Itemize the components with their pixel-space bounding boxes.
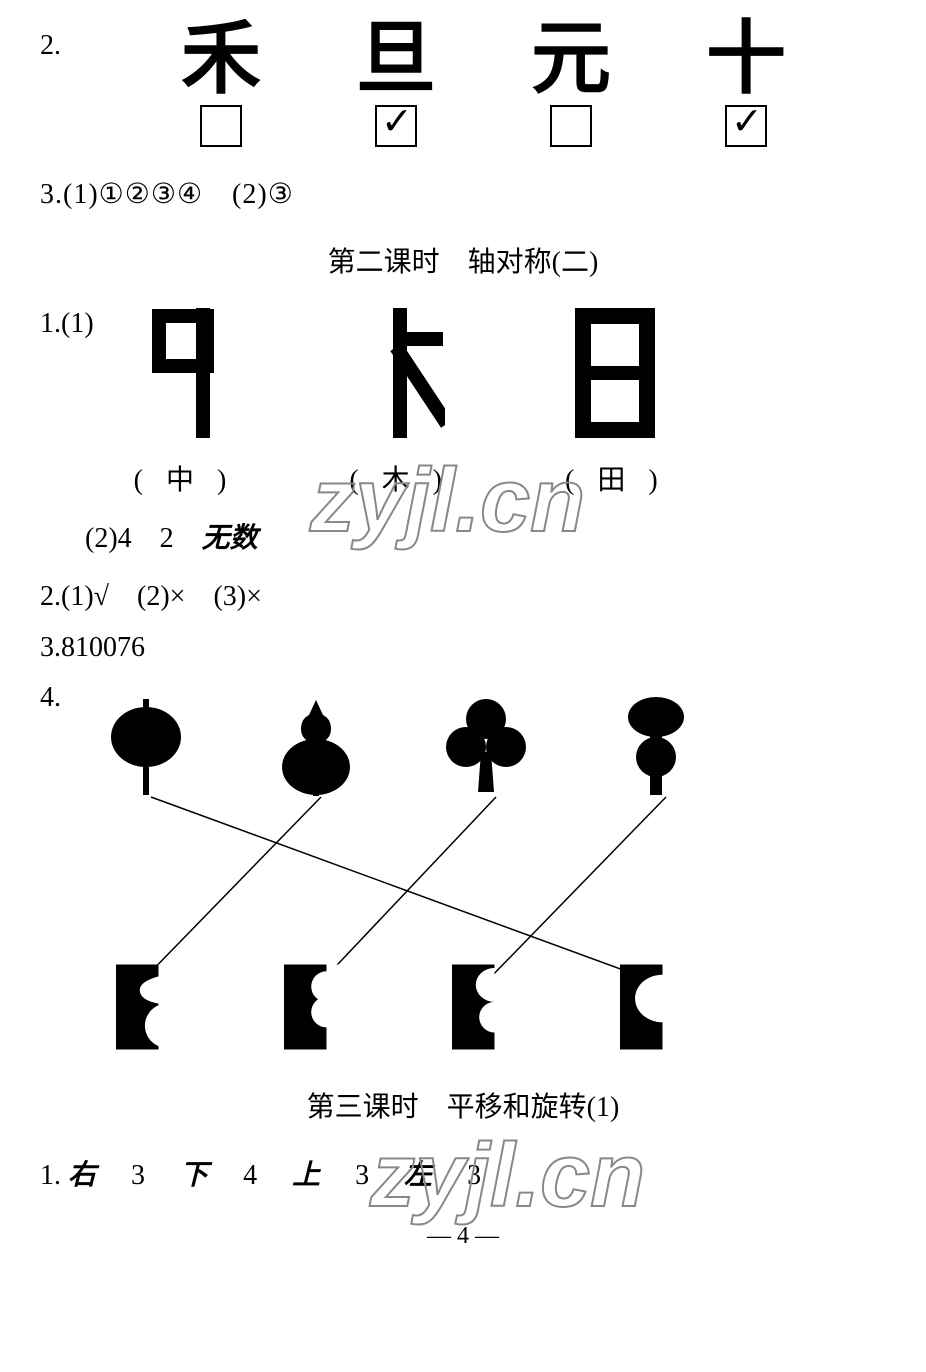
char-2: 元 bbox=[531, 20, 611, 100]
char-item-0: 禾 bbox=[181, 20, 261, 147]
paren-2: ( 田 ) bbox=[565, 458, 666, 498]
question-3b: 3.810076 bbox=[40, 632, 886, 664]
char-item-3: 十 ✓ bbox=[706, 20, 786, 147]
checkbox-0 bbox=[200, 105, 242, 147]
question-2-label: 2. bbox=[40, 30, 61, 62]
top-shapes-row bbox=[66, 697, 696, 797]
checkbox-1: ✓ bbox=[375, 105, 417, 147]
matching-diagram bbox=[66, 697, 696, 1057]
paren-0: ( 中 ) bbox=[134, 458, 235, 498]
q1c-prefix: 1. bbox=[40, 1160, 61, 1191]
checkbox-3: ✓ bbox=[725, 105, 767, 147]
check-icon: ✓ bbox=[731, 99, 763, 144]
half-char-0-icon bbox=[144, 308, 224, 438]
q1b-prefix: (2)4 2 bbox=[85, 523, 202, 554]
q1b-bold: 无数 bbox=[202, 523, 258, 554]
shape-dumbbell-icon bbox=[616, 697, 696, 797]
lesson-2-title: 第二课时 轴对称(二) bbox=[40, 240, 886, 280]
checkbox-2 bbox=[550, 105, 592, 147]
sym-item-2: ( 田 ) bbox=[565, 308, 666, 498]
char-3: 十 bbox=[706, 20, 786, 100]
sym-item-1: ( 木 ) bbox=[349, 308, 450, 498]
question-1-symmetry: 1.(1) ( 中 ) ( 木 ) ( 田 ) bbox=[40, 308, 886, 498]
bottom-shapes-row bbox=[66, 957, 688, 1057]
q1c-p7: 3 bbox=[467, 1160, 481, 1191]
q1c-p4: 上 bbox=[292, 1160, 320, 1191]
half-char-2-icon bbox=[575, 308, 655, 438]
answer-2: 田 bbox=[597, 465, 633, 496]
half-shape-1-icon bbox=[284, 957, 352, 1057]
q1c-p3: 4 bbox=[243, 1160, 257, 1191]
question-1-part2: (2)4 2 无数 bbox=[40, 516, 886, 556]
q1c-p5: 3 bbox=[355, 1160, 369, 1191]
check-icon: ✓ bbox=[381, 99, 413, 144]
sym-item-0: ( 中 ) bbox=[134, 308, 235, 498]
char-item-2: 元 bbox=[531, 20, 611, 147]
q1c-p6: 左 bbox=[404, 1160, 432, 1191]
lesson-3-title: 第三课时 平移和旋转(1) bbox=[40, 1085, 886, 1125]
question-1c: 1. 右 3 下 4 上 3 左 3 bbox=[40, 1153, 886, 1193]
q1c-p2: 下 bbox=[180, 1160, 208, 1191]
q1c-p1: 3 bbox=[131, 1160, 145, 1191]
question-4-label: 4. bbox=[40, 682, 61, 714]
question-3: 3.(1)①②③④ (2)③ bbox=[40, 172, 886, 212]
q1c-p0: 右 bbox=[68, 1160, 96, 1191]
half-shape-2-icon bbox=[452, 957, 520, 1057]
symmetry-group: ( 中 ) ( 木 ) ( 田 ) bbox=[134, 308, 666, 498]
char-group: 禾 旦 ✓ 元 十 ✓ bbox=[181, 20, 786, 147]
shape-club-icon bbox=[446, 697, 526, 797]
answer-1: 木 bbox=[382, 465, 418, 496]
char-1: 旦 bbox=[356, 20, 436, 100]
half-shape-3-icon bbox=[620, 957, 688, 1057]
question-2: 2. 禾 旦 ✓ 元 十 ✓ bbox=[40, 20, 886, 147]
page-number: — 4 — bbox=[40, 1223, 886, 1250]
question-4: 4. bbox=[40, 682, 886, 1057]
half-char-1-icon bbox=[355, 308, 445, 438]
char-item-1: 旦 ✓ bbox=[356, 20, 436, 147]
shape-gourd-icon bbox=[276, 697, 356, 797]
question-2b: 2.(1)√ (2)× (3)× bbox=[40, 574, 886, 614]
question-1-label: 1.(1) bbox=[40, 308, 94, 340]
shape-diamond-icon bbox=[106, 697, 186, 797]
answer-0: 中 bbox=[166, 465, 202, 496]
char-0: 禾 bbox=[181, 20, 261, 100]
paren-1: ( 木 ) bbox=[349, 458, 450, 498]
half-shape-0-icon bbox=[116, 957, 184, 1057]
